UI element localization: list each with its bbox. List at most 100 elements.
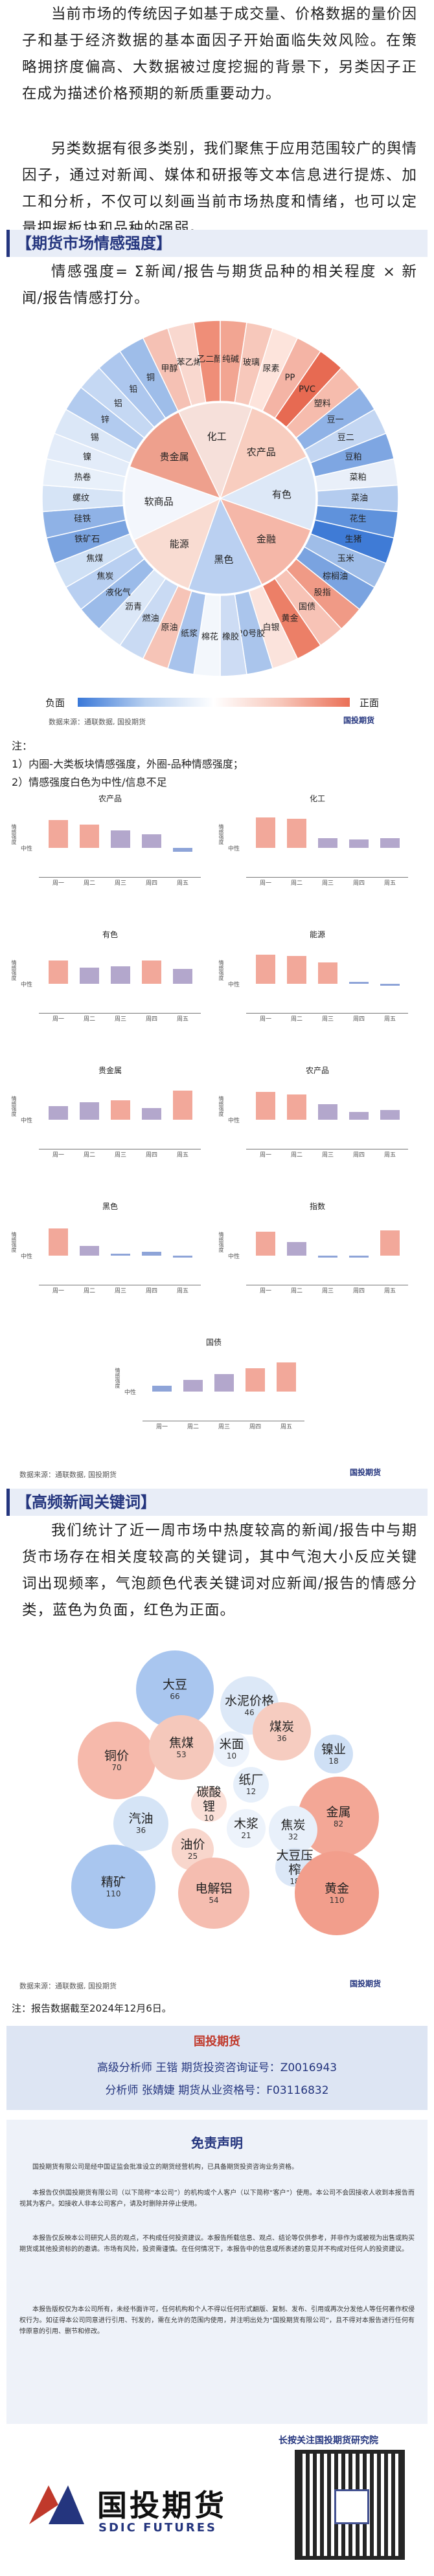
donut-inner-label: 农产品	[247, 447, 276, 458]
mini-chart-ylabel: 情感强度	[218, 1096, 224, 1116]
bubble-source: 数据来源：通联数据, 国投期货	[19, 1982, 117, 1990]
donut-outer-label: 铜	[146, 373, 155, 383]
analyst-line-1: 高级分析师 王锴 期货投资咨询证号：Z0016943	[97, 2061, 337, 2074]
donut-outer-label: 镍	[83, 452, 91, 462]
mini-chart-xtick: 周四	[145, 1288, 157, 1294]
mini-chart-xtick: 周五	[383, 880, 396, 887]
donut-outer-label: 燃油	[142, 614, 159, 624]
mini-chart-ytick: 中性	[228, 1254, 240, 1260]
qr-code[interactable]	[295, 2450, 405, 2560]
mini-chart-xtick: 周三	[321, 880, 334, 887]
mini-chart-title: 农产品	[305, 1066, 329, 1075]
donut-outer-label: 铝	[114, 399, 122, 408]
mini-bar-chart: 有色 情感强度 中性 周一 周二 周三 周四 周五	[11, 929, 207, 1023]
mini-chart-bar	[183, 1380, 203, 1392]
mini-chart-xtick: 周三	[218, 1424, 230, 1430]
mini-chart-xtick: 周二	[83, 880, 95, 887]
mini-chart-xtick: 周三	[321, 1016, 334, 1023]
mini-chart-bar	[256, 817, 275, 848]
mini-chart-bar	[173, 1091, 192, 1120]
mini-chart-ylabel: 情感强度	[11, 1232, 17, 1252]
donut-outer-segment	[119, 337, 179, 419]
mini-bar-chart: 贵金属 情感强度 中性 周一 周二 周三 周四 周五	[11, 1065, 207, 1159]
donut-inner-segment	[129, 411, 222, 500]
brand-english: SDIC FUTURES	[98, 2521, 218, 2535]
mini-chart-xtick: 周二	[290, 880, 303, 887]
mini-chart-bar	[142, 834, 161, 848]
keyword-bubble-label: 煤炭	[269, 1719, 294, 1734]
donut-outer-label: 豆一	[327, 415, 344, 425]
mini-chart-xtick: 周四	[249, 1424, 261, 1430]
disclaimer-paragraph-1: 国投期货有限公司是经中国证监会批准设立的期货经营机构，已具备期货投资咨询业务资格…	[32, 2164, 298, 2171]
mini-chart-bar	[349, 982, 369, 984]
donut-outer-label: 液化气	[106, 588, 131, 598]
donut-legend: 负面 正面	[45, 693, 395, 712]
mini-chart-bar	[318, 1104, 337, 1120]
report-date-note: 注：报告数据截至2024年12月6日。	[12, 2003, 172, 2014]
mini-chart-bar	[287, 1242, 306, 1256]
mini-chart-bar	[256, 1091, 275, 1120]
follow-text: 长按关注国投期货研究院	[279, 2436, 378, 2446]
mini-chart-ylabel: 情感强度	[11, 1096, 17, 1116]
mini-chart-bar	[349, 839, 369, 848]
donut-outer-label: 尿素	[263, 364, 280, 373]
donut-outer-label: 橡胶	[222, 632, 239, 642]
donut-source: 数据来源：通联数据, 国投期货	[49, 718, 146, 726]
donut-outer-label: 菜粕	[350, 472, 367, 482]
keyword-bubble-label: 金属	[326, 1805, 351, 1819]
keyword-bubble-value: 12	[246, 1787, 257, 1796]
mini-chart-xtick: 周五	[176, 1152, 188, 1159]
mini-chart-ylabel: 情感强度	[218, 824, 224, 845]
keyword-bubble-label: 黄金	[324, 1881, 349, 1896]
mini-chart-bar	[80, 825, 99, 848]
mini-chart-xtick: 周三	[321, 1152, 334, 1159]
mini-chart-title: 指数	[309, 1202, 325, 1211]
mini-chart-title: 农产品	[98, 794, 122, 803]
mini-chart-bar	[49, 1228, 68, 1256]
donut-outer-label: 玉米	[337, 554, 354, 564]
donut-outer-label: 纸浆	[181, 629, 198, 639]
mini-chart-ytick: 中性	[124, 1390, 137, 1396]
mini-chart-bar	[80, 1102, 99, 1120]
donut-outer-label: 焦炭	[97, 572, 113, 582]
donut-outer-label: 甲醇	[161, 363, 177, 373]
keyword-bubble: 焦煤 53	[149, 1715, 214, 1780]
donut-outer-label: 热卷	[74, 472, 91, 482]
brand-name: 国投期货	[97, 2488, 227, 2523]
donut-outer-label: 铁矿石	[74, 535, 100, 544]
mini-chart-xtick: 周五	[383, 1016, 396, 1023]
donut-outer-label: 苯乙烯	[177, 358, 202, 368]
mini-chart-xtick: 周一	[52, 880, 64, 887]
mini-chart-title: 国债	[205, 1338, 222, 1347]
mini-chart-xtick: 周四	[352, 1152, 365, 1159]
mini-chart-xtick: 周五	[176, 880, 188, 887]
keyword-bubble-label: 镍业	[321, 1742, 346, 1757]
mini-chart-ylabel: 情感强度	[115, 1368, 120, 1388]
donut-inner-label: 软商品	[144, 496, 174, 507]
mini-chart-xtick: 周一	[259, 1152, 271, 1159]
donut-outer-label: 玻璃	[243, 358, 260, 368]
mini-bar-chart: 黑色 情感强度 中性 周一 周二 周三 周四 周五	[11, 1201, 207, 1294]
donut-inner-label: 金融	[257, 533, 276, 545]
mini-charts-logo: 国投期货	[350, 1468, 382, 1477]
keyword-bubble: 镍业 18	[314, 1735, 353, 1773]
mini-chart-xtick: 周二	[187, 1424, 199, 1430]
donut-inner-label: 化工	[207, 431, 227, 443]
legend-gradient-bar	[78, 698, 350, 707]
brand-logo-mark	[23, 2479, 94, 2531]
mini-chart-bar	[287, 819, 306, 848]
keyword-bubble-label: 油价	[180, 1838, 205, 1852]
donut-outer-label: 原油	[161, 623, 177, 633]
keyword-bubble-value: 18	[328, 1756, 339, 1766]
mini-chart-ytick: 中性	[21, 846, 33, 852]
mini-chart-xtick: 周四	[352, 1288, 365, 1294]
donut-outer-label: 生猪	[345, 535, 361, 544]
donut-outer-label: 20号胶	[238, 628, 266, 639]
donut-outer-label: 沥青	[125, 603, 142, 612]
analyst-box: 国投期货 高级分析师 王锴 期货投资咨询证号：Z0016943 分析师 张婧婕 …	[6, 2026, 428, 2110]
mini-chart-xtick: 周五	[176, 1288, 188, 1294]
mini-chart-xtick: 周五	[280, 1424, 292, 1430]
mini-chart-xtick: 周三	[114, 880, 126, 887]
mini-chart-xtick: 周五	[176, 1016, 188, 1023]
mini-chart-bar	[111, 1100, 130, 1120]
